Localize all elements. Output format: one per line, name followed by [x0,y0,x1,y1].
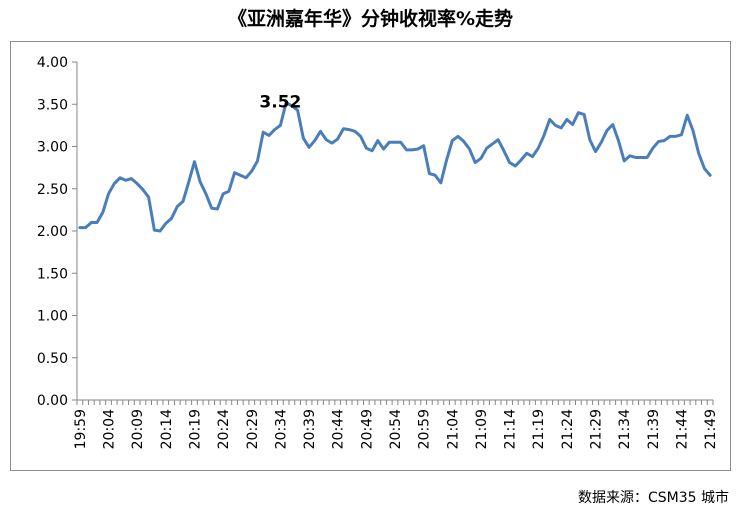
x-tick-label: 20:59 [417,409,433,449]
x-tick-label: 20:44 [331,409,347,449]
y-tick-label: 0.00 [37,393,68,409]
x-tick-label: 21:44 [674,409,690,449]
x-tick-label: 21:24 [560,409,576,449]
y-tick-label: 1.50 [37,266,68,282]
x-tick-label: 21:34 [617,409,633,449]
data-source-note: 数据来源：CSM35 城市 [577,490,729,506]
x-tick-label: 20:24 [216,409,232,449]
x-tick-label: 20:09 [130,409,146,449]
x-tick-label: 21:19 [531,409,547,449]
y-tick-label: 0.50 [37,351,68,367]
x-tick-label: 20:04 [102,409,118,449]
y-tick-label: 3.00 [37,140,68,156]
x-tick-label: 20:54 [388,409,404,449]
chart-frame [10,41,731,471]
x-tick-label: 21:49 [703,409,719,449]
x-tick-label: 21:29 [589,409,605,449]
y-tick-label: 2.00 [37,224,68,240]
x-tick-label: 20:14 [159,409,175,449]
x-tick-label: 20:29 [245,409,261,449]
peak-data-label: 3.52 [259,92,301,112]
x-tick-label: 20:39 [302,409,318,449]
y-tick-label: 4.00 [37,55,68,71]
y-tick-label: 2.50 [37,182,68,198]
x-tick-label: 20:19 [187,409,203,449]
y-tick-label: 3.50 [37,97,68,113]
chart-title: 《亚洲嘉年华》分钟收视率%走势 [227,8,514,30]
x-tick-label: 21:14 [503,409,519,449]
x-tick-label: 21:04 [445,409,461,449]
y-tick-label: 1.00 [37,309,68,325]
x-tick-label: 21:39 [646,409,662,449]
x-tick-label: 21:09 [474,409,490,449]
x-tick-label: 20:49 [359,409,375,449]
x-tick-label: 19:59 [73,409,89,449]
series-line [78,101,712,233]
x-tick-label: 20:34 [273,409,289,449]
